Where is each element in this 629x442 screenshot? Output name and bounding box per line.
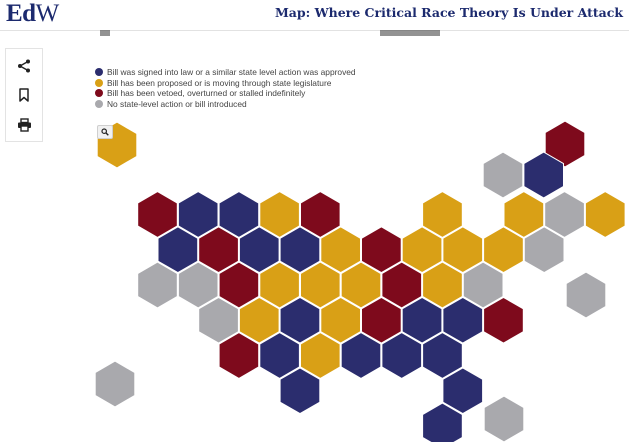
state-hex-signed[interactable]: [340, 332, 382, 379]
zoom-button[interactable]: [97, 125, 113, 139]
state-hex-vetoed[interactable]: [198, 226, 239, 274]
state-hex-proposed[interactable]: [340, 261, 382, 309]
state-hex-proposed[interactable]: [442, 226, 484, 274]
state-hex-none[interactable]: [137, 261, 178, 309]
state-hex-proposed[interactable]: [300, 332, 341, 379]
state-hex-proposed[interactable]: [238, 296, 280, 344]
search-icon: [101, 128, 109, 136]
share-icon: [18, 59, 30, 73]
state-hex-signed[interactable]: [422, 402, 463, 442]
state-hex-proposed[interactable]: [320, 226, 361, 274]
state-hex-signed[interactable]: [259, 332, 300, 379]
state-hex-vetoed[interactable]: [137, 191, 178, 238]
print-icon: [17, 118, 31, 132]
state-hex-signed[interactable]: [279, 367, 321, 415]
state-hex-signed[interactable]: [442, 296, 484, 344]
legend-label: Bill has been vetoed, overturned or stal…: [107, 88, 306, 99]
state-hex-none[interactable]: [177, 261, 219, 309]
cut-off-text-fragment: [100, 30, 110, 36]
state-hex-vetoed[interactable]: [361, 296, 402, 344]
state-hex-signed[interactable]: [442, 367, 484, 415]
state-hex-proposed[interactable]: [259, 261, 300, 309]
state-hex-proposed[interactable]: [259, 191, 300, 238]
state-hex-vetoed[interactable]: [218, 332, 260, 379]
legend-item-vetoed: Bill has been vetoed, overturned or stal…: [95, 88, 356, 99]
state-hex-none[interactable]: [483, 395, 525, 442]
state-hex-none[interactable]: [565, 271, 607, 319]
state-hex-signed[interactable]: [523, 151, 564, 199]
state-hex-signed[interactable]: [381, 332, 423, 379]
state-hex-none[interactable]: [523, 226, 565, 274]
legend-swatch-proposed: [95, 78, 103, 87]
state-hex-none[interactable]: [198, 296, 239, 344]
bookmark-button[interactable]: [6, 80, 42, 110]
legend-item-proposed: Bill has been proposed or is moving thro…: [95, 78, 356, 89]
state-hex-proposed[interactable]: [401, 226, 443, 274]
state-hex-vetoed[interactable]: [218, 261, 260, 309]
state-hex-signed[interactable]: [177, 191, 219, 238]
state-hex-signed[interactable]: [157, 226, 199, 274]
state-hex-none[interactable]: [462, 261, 504, 309]
legend-label: Bill has been proposed or is moving thro…: [107, 77, 332, 88]
state-hex-none[interactable]: [94, 360, 136, 408]
state-hex-signed[interactable]: [279, 226, 321, 274]
legend-swatch-vetoed: [95, 89, 103, 98]
logo-light: W: [35, 0, 60, 27]
logo-bold: Ed: [6, 0, 36, 27]
state-hex-signed[interactable]: [279, 296, 321, 344]
state-hex-vetoed[interactable]: [381, 261, 423, 309]
edweek-logo[interactable]: EdW: [6, 0, 59, 28]
state-hex-none[interactable]: [482, 151, 524, 199]
state-hex-proposed[interactable]: [422, 261, 463, 309]
state-hex-signed[interactable]: [422, 332, 463, 379]
legend-swatch-none: [95, 99, 103, 108]
legend-item-none: No state-level action or bill introduced: [95, 99, 356, 110]
share-button[interactable]: [6, 51, 42, 81]
state-hex-vetoed[interactable]: [361, 226, 402, 274]
share-toolbar: [5, 48, 43, 142]
state-hex-vetoed[interactable]: [544, 120, 586, 168]
state-hex-none[interactable]: [544, 191, 585, 238]
state-hex-proposed[interactable]: [300, 261, 341, 309]
state-hex-signed[interactable]: [238, 226, 280, 274]
state-hex-proposed[interactable]: [320, 296, 361, 344]
map-legend: Bill was signed into law or a similar st…: [95, 67, 356, 109]
bookmark-icon: [19, 88, 29, 102]
state-hex-signed[interactable]: [401, 296, 443, 344]
state-hex-proposed[interactable]: [503, 191, 545, 238]
state-hex-vetoed[interactable]: [300, 191, 341, 238]
state-hex-signed[interactable]: [218, 191, 260, 238]
legend-item-signed: Bill was signed into law or a similar st…: [95, 67, 356, 78]
state-hex-proposed[interactable]: [422, 191, 463, 238]
state-hex-proposed[interactable]: [584, 191, 626, 238]
legend-label: No state-level action or bill introduced: [107, 98, 247, 109]
page-title: Map: Where Critical Race Theory Is Under…: [274, 5, 623, 20]
state-hex-proposed[interactable]: [483, 226, 524, 274]
state-hex-vetoed[interactable]: [483, 296, 524, 344]
top-bar: EdW Map: Where Critical Race Theory Is U…: [0, 0, 629, 31]
cut-off-text-fragment: [380, 30, 440, 36]
legend-label: Bill was signed into law or a similar st…: [107, 67, 356, 78]
legend-swatch-signed: [95, 68, 103, 77]
print-button[interactable]: [6, 110, 42, 140]
